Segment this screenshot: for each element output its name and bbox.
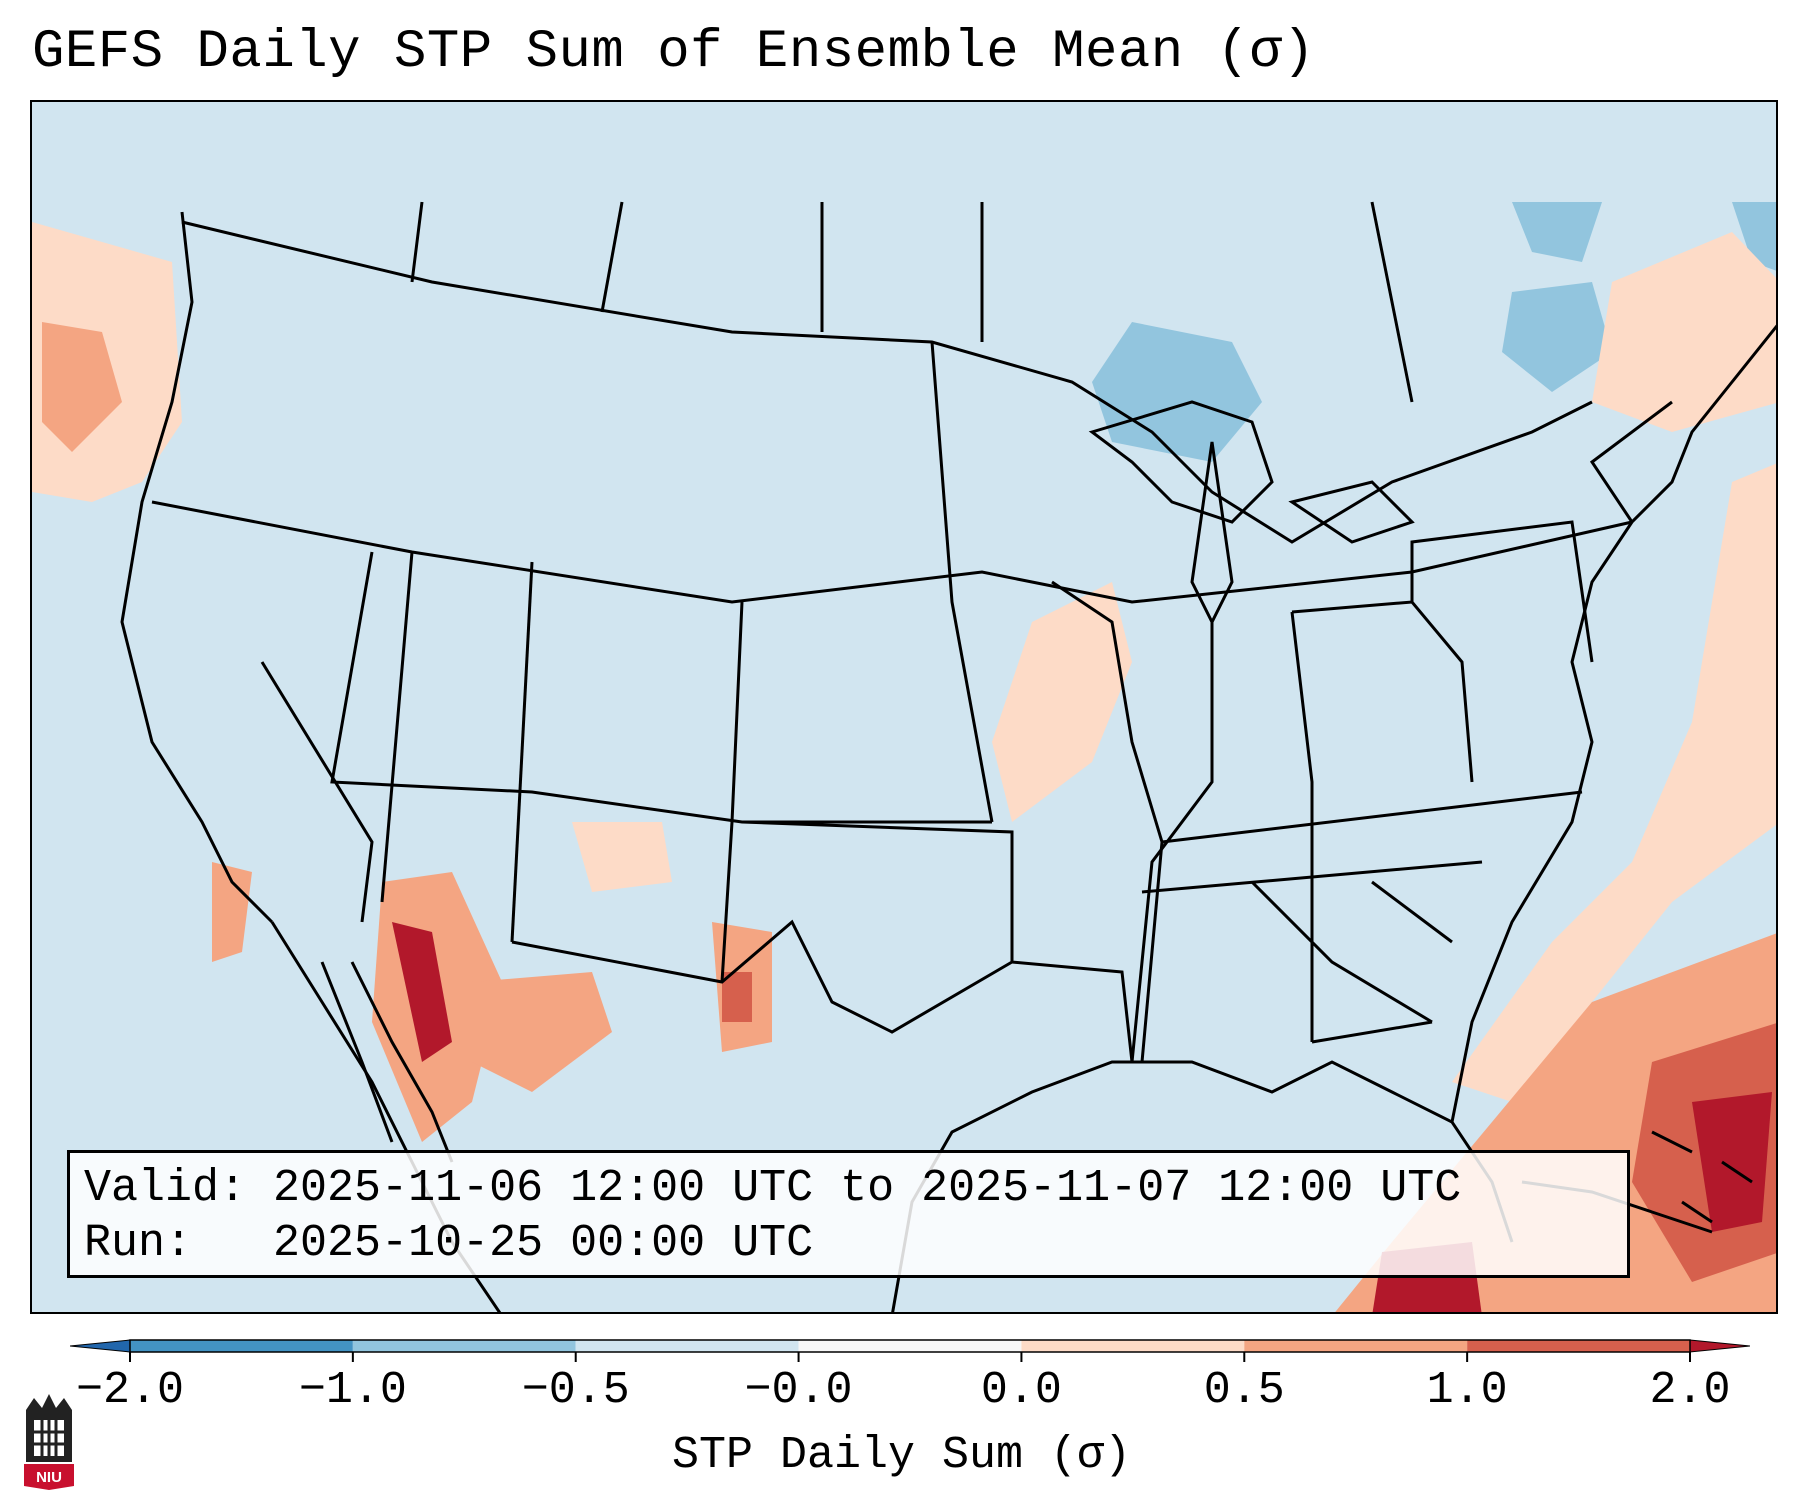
colorbar-segment (798, 1340, 1022, 1352)
colorbar-segment (1467, 1340, 1690, 1352)
colorbar-tick-label: −2.0 (75, 1365, 185, 1416)
colorbar-tick-label: 0.5 (1203, 1365, 1285, 1416)
colorbar-tick-label: −0.5 (521, 1365, 630, 1416)
colorbar-tick-label: 2.0 (1649, 1365, 1731, 1416)
colorbar (70, 1339, 1750, 1362)
colorbar-segment (1021, 1340, 1245, 1352)
colorbar-segment (575, 1340, 799, 1352)
anomaly-shading (32, 202, 1776, 1312)
colorbar-segment (352, 1340, 576, 1352)
run-time: 2025-10-25 00:00 UTC (273, 1218, 814, 1269)
map-panel (30, 100, 1778, 1314)
colorbar-segment (1244, 1340, 1468, 1352)
colorbar-tick-label: −1.0 (298, 1365, 407, 1416)
colorbar-tick-label: −0.0 (744, 1365, 853, 1416)
colorbar-tick-label: 0.0 (980, 1365, 1062, 1416)
valid-label: Valid: (84, 1163, 247, 1214)
colorbar-under-arrow (70, 1339, 131, 1353)
map-canvas (32, 201, 1776, 1312)
run-label: Run: (84, 1218, 193, 1269)
colorbar-tick-label: 1.0 (1426, 1365, 1508, 1416)
colorbar-over-arrow (1689, 1339, 1750, 1353)
niu-logo: NIU (24, 1394, 74, 1490)
valid-time: 2025-11-06 12:00 UTC to 2025-11-07 12:00… (273, 1163, 1462, 1214)
colorbar-segment (130, 1340, 353, 1352)
map-title: GEFS Daily STP Sum of Ensemble Mean (σ) (32, 22, 1316, 83)
colorbar-border (129, 1339, 1691, 1353)
colorbar-label: STP Daily Sum (σ) (671, 1430, 1132, 1481)
boundaries (120, 201, 1776, 1312)
logo-text: NIU (36, 1469, 62, 1486)
valid-run-info-box: Valid: 2025-11-06 12:00 UTC to 2025-11-0… (67, 1150, 1630, 1278)
